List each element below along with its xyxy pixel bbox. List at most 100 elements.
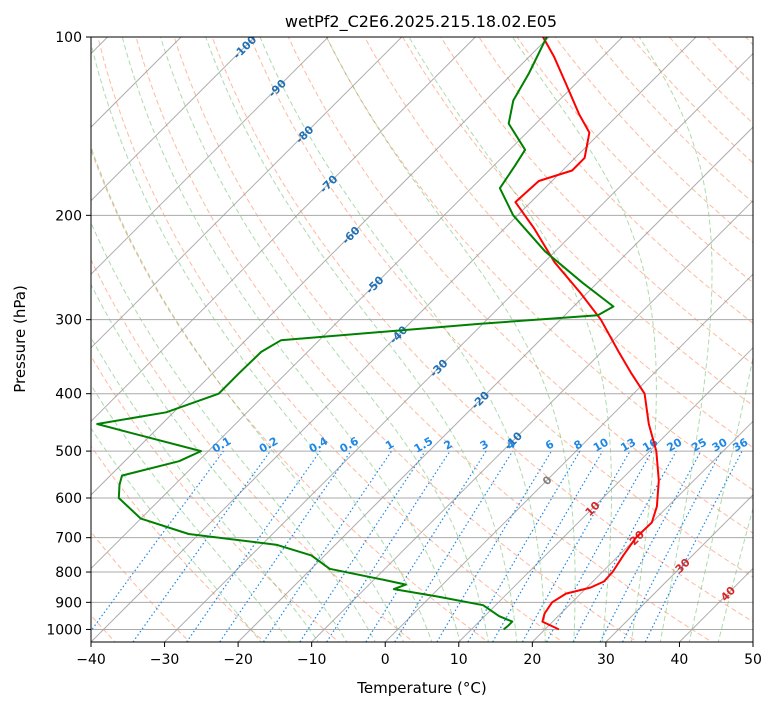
mixing-ratio-label: 1 [383, 438, 396, 453]
mixing-ratio-line [262, 450, 392, 642]
isotherm-line [91, 37, 476, 423]
background-lines [91, 24, 775, 645]
moist-adiabat [512, 37, 657, 642]
x-axis: −40 −30 −20 −10 0 10 20 30 40 50 [76, 642, 762, 668]
y-tick-label: 700 [55, 531, 82, 547]
isotherm-line [384, 273, 753, 642]
isotherm-line [605, 494, 753, 642]
mixing-ratio-line [132, 450, 271, 642]
moist-adiabat [91, 336, 320, 642]
moist-adiabat [688, 355, 753, 642]
dry-adiabat [249, 37, 753, 578]
dry-adiabat [287, 37, 753, 534]
x-tick-label: −30 [150, 652, 180, 668]
isotherm-label: 30 [673, 556, 693, 576]
y-axis: 100 200 300 400 500 600 700 800 900 1000 [46, 30, 91, 638]
mixing-ratio-line [546, 450, 653, 642]
isotherm-line [91, 37, 403, 349]
x-tick-label: 0 [381, 652, 390, 668]
isotherm-line [91, 37, 623, 570]
moist-adiabat [91, 283, 348, 642]
mixing-ratio-label: 3 [478, 438, 491, 453]
moist-adiabat [91, 145, 405, 642]
isotherm-label: 10 [583, 499, 603, 519]
plot-frame [90, 36, 754, 643]
x-tick-label: −20 [223, 652, 253, 668]
isotherm-line [91, 37, 697, 642]
y-tick-label: 100 [55, 30, 82, 46]
isotherm-line [91, 37, 256, 202]
x-tick-label: 20 [523, 652, 541, 668]
moist-adiabat [121, 37, 461, 642]
isotherm-label: -80 [293, 123, 316, 146]
mixing-ratio-label: 0.1 [210, 435, 233, 456]
x-tick-label: 30 [597, 652, 615, 668]
x-axis-label: Temperature (°C) [356, 679, 486, 697]
x-tick-label: 10 [450, 652, 468, 668]
dry-adiabat [325, 37, 753, 491]
sounding-profiles [96, 37, 660, 631]
dry-adiabat [440, 37, 753, 365]
mixing-ratio-line [326, 450, 451, 642]
mixing-ratio-line [186, 450, 321, 642]
mixing-ratio-label: 1.5 [412, 435, 435, 456]
dry-adiabat [668, 37, 753, 125]
dry-adiabat [516, 37, 753, 284]
y-tick-label: 500 [55, 444, 82, 460]
isotherm-line [91, 37, 550, 496]
mixing-ratio-line [467, 450, 581, 642]
moist-adiabat [91, 384, 291, 642]
isotherm-line [752, 641, 753, 642]
isotherm-line [458, 347, 753, 642]
mixing-ratio-label: 0.4 [307, 434, 331, 455]
mixing-ratio-label: 10 [591, 435, 611, 454]
x-tick-label: 40 [671, 652, 689, 668]
isotherm-line [237, 126, 753, 642]
moist-adiabat [91, 41, 433, 642]
mixing-ratio-line [599, 450, 702, 642]
temperature-line [514, 37, 660, 631]
mixing-ratio-label: 30 [710, 435, 730, 454]
dry-adiabat [706, 37, 753, 85]
y-tick-label: 900 [55, 595, 82, 611]
mixing-ratio-label: 0.6 [338, 434, 362, 455]
isotherm-line [531, 420, 753, 642]
dry-adiabat [91, 445, 265, 642]
y-tick-label: 1000 [46, 622, 82, 638]
dry-adiabat [97, 37, 564, 642]
y-axis-label: Pressure (hPa) [11, 285, 29, 393]
isotherm-line [311, 199, 753, 642]
y-tick-label: 800 [55, 565, 82, 581]
x-tick-label: 50 [744, 652, 762, 668]
y-tick-label: 400 [55, 387, 82, 403]
x-tick-label: −10 [297, 652, 327, 668]
dry-adiabat [91, 355, 340, 642]
dry-adiabat [592, 37, 753, 204]
mixing-ratio-line [91, 450, 224, 632]
y-tick-label: 300 [55, 313, 82, 329]
y-tick-label: 600 [55, 491, 82, 507]
moist-adiabat [91, 221, 376, 642]
dry-adiabat [364, 37, 753, 449]
mixing-ratio-label: 36 [730, 435, 750, 454]
x-tick-label: −40 [76, 652, 106, 668]
moist-adiabat [91, 427, 262, 642]
isotherm-label: -30 [427, 356, 450, 379]
mixing-ratio-line [394, 450, 514, 642]
isotherm-line [679, 567, 753, 642]
isotherm-line [91, 37, 329, 275]
moist-adiabat [638, 37, 713, 642]
dry-adiabat [771, 24, 775, 645]
dry-adiabat [135, 37, 639, 642]
mixing-ratio-line [365, 450, 487, 642]
mixing-ratio-line [521, 450, 631, 642]
mixing-ratio-label: 20 [665, 435, 685, 454]
mixing-ratio-labels: 0.1 0.2 0.4 0.6 1 1.5 2 3 4 6 8 10 13 16 20 25 30 36 [210, 434, 750, 455]
dry-adiabat [402, 37, 753, 407]
mixing-ratio-line [572, 450, 677, 642]
dry-adiabat [744, 37, 753, 46]
isotherm-line [164, 52, 753, 642]
mixing-ratio-label: 16 [640, 435, 660, 454]
mixing-ratio-label: 6 [543, 437, 556, 452]
